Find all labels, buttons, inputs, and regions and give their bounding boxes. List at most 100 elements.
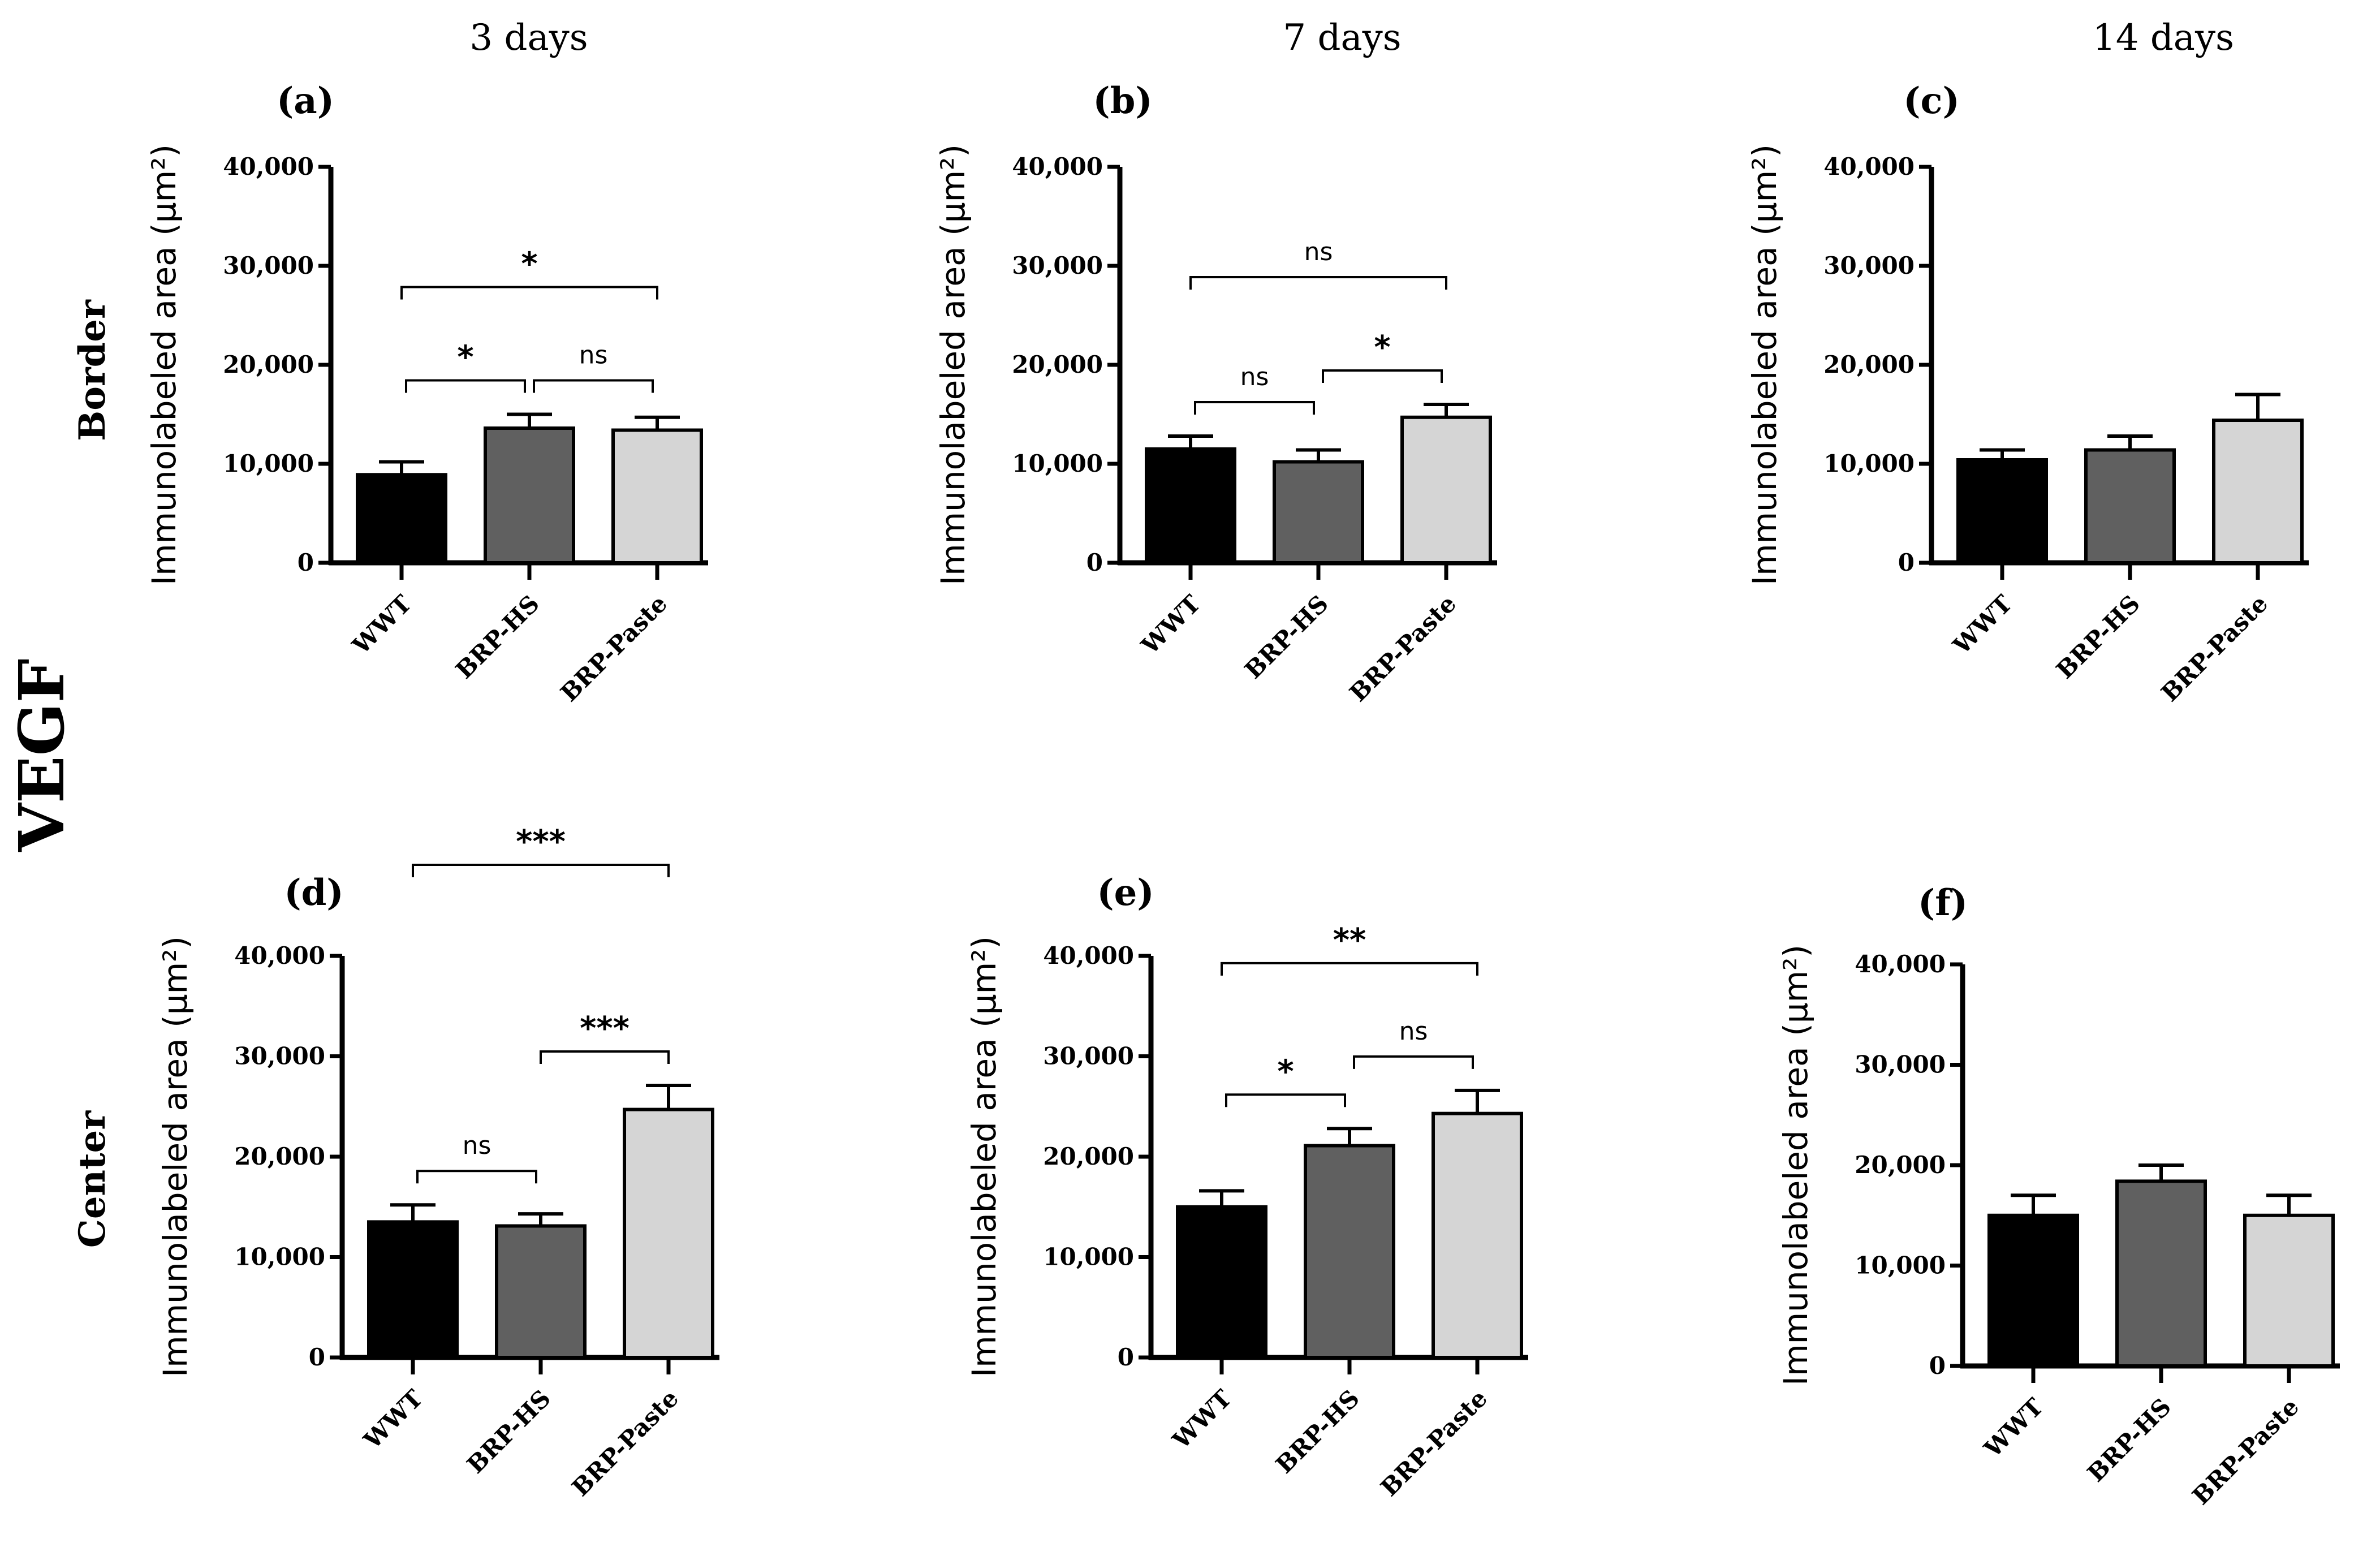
y-tick-label-e-2: 20,000 [1043,1143,1134,1170]
x-tick-label-b-brp-hs: BRP-HS [1239,589,1334,684]
y-tick-label-d-0: 0 [309,1343,325,1371]
y-tick-label-f-1: 10,000 [1855,1252,1946,1279]
bar-f-brp-hs [2115,1179,2207,1368]
significance-bracket-b-0 [1194,401,1315,415]
significance-bracket-d-1 [540,1050,670,1064]
y-tick-label-a-4: 40,000 [223,153,314,180]
x-tick-label-a-wwt: WWT [347,589,417,660]
bar-b-brp-paste [1400,415,1492,564]
bar-e-brp-paste [1432,1111,1523,1360]
bar-a-brp-paste [611,428,703,564]
chart-panel-a: (a) Immunolabeled area (μm²) 0 10,000 20,000… [145,80,708,707]
y-tick-label-f-3: 30,000 [1855,1051,1946,1079]
significance-bracket-e-2 [1221,962,1478,976]
bar-a-brp-hs [484,426,575,564]
significance-bracket-d-0 [416,1170,537,1184]
y-tick-label-e-3: 30,000 [1043,1042,1134,1070]
y-tick-label-c-1: 10,000 [1823,450,1915,477]
x-tick-label-b-brp-paste: BRP-Paste [1344,589,1461,707]
panel-label-a: (a) [277,80,334,122]
significance-bracket-a-2 [400,286,658,300]
bar-b-brp-hs [1273,460,1364,564]
y-tick-label-c-3: 30,000 [1823,252,1915,279]
row-header-border: Border [71,299,114,441]
y-tick-label-d-3: 30,000 [234,1042,325,1070]
y-tick-label-f-2: 20,000 [1855,1151,1946,1179]
y-tick-label-f-4: 40,000 [1855,950,1946,978]
panel-label-f: (f) [1918,882,1968,924]
row-header-center: Center [71,1110,114,1248]
chart-panel-d: (d) Immunolabeled area (μm²) 0 10,000 20,000… [156,824,719,1502]
panel-label-b: (b) [1093,80,1152,122]
x-tick-label-e-wwt: WWT [1167,1384,1237,1454]
y-tick-label-c-0: 0 [1898,549,1915,576]
significance-bracket-a-0 [405,379,526,393]
bar-c-brp-paste [2212,419,2304,564]
bar-b-wwt [1145,447,1236,564]
x-tick-label-f-brp-hs: BRP-HS [2082,1393,2176,1487]
bar-f-brp-paste [2243,1213,2335,1368]
chart-panel-c: (c) Immunolabeled area (μm²) 0 10,000 20,000… [1745,80,2309,707]
panel-label-d: (d) [284,872,343,914]
y-tick-label-a-2: 20,000 [223,351,314,378]
bar-c-wwt [1956,458,2048,564]
x-tick-label-c-brp-hs: BRP-HS [2051,589,2145,684]
significance-label-b-1: * [1374,329,1390,366]
bar-a-wwt [356,473,447,564]
panel-label-e: (e) [1097,872,1154,914]
bar-c-brp-hs [2084,448,2176,564]
significance-label-a-2: * [521,246,537,283]
y-axis-label-b: Immunolabeled area (μm²) [934,144,972,585]
y-tick-label-c-4: 40,000 [1823,153,1915,180]
y-tick-label-b-3: 30,000 [1012,252,1103,279]
x-tick-label-c-wwt: WWT [1947,589,2017,660]
y-axis-label-f: Immunolabeled area (μm²) [1777,945,1815,1386]
y-tick-label-e-4: 40,000 [1043,942,1134,969]
x-tick-label-a-brp-hs: BRP-HS [450,589,545,684]
significance-bracket-b-2 [1189,276,1447,290]
y-tick-label-c-2: 20,000 [1823,351,1915,378]
y-tick-label-f-0: 0 [1929,1352,1946,1380]
significance-label-b-0: ns [1240,363,1269,391]
chart-panel-e: (e) Immunolabeled area (μm²) 0 10,000 20,000… [965,872,1528,1502]
significance-bracket-a-1 [533,379,654,393]
y-axis-label-c: Immunolabeled area (μm²) [1745,144,1784,585]
bar-e-wwt [1176,1205,1267,1359]
y-tick-label-b-1: 10,000 [1012,450,1103,477]
y-axis-label-a: Immunolabeled area (μm²) [145,144,183,585]
significance-bracket-b-1 [1322,369,1443,383]
x-tick-label-c-brp-paste: BRP-Paste [2155,589,2273,707]
y-tick-label-e-0: 0 [1118,1343,1134,1371]
bar-f-wwt [1987,1213,2079,1368]
y-tick-label-d-1: 10,000 [234,1243,325,1271]
significance-bracket-e-1 [1353,1055,1474,1069]
significance-label-e-2: ** [1333,922,1366,959]
x-tick-label-b-wwt: WWT [1136,589,1206,660]
bar-d-brp-hs [495,1224,587,1360]
y-axis-label-d: Immunolabeled area (μm²) [156,936,195,1377]
y-tick-label-a-3: 30,000 [223,252,314,279]
y-tick-label-e-1: 10,000 [1043,1243,1134,1271]
y-tick-label-b-2: 20,000 [1012,351,1103,378]
y-tick-label-b-4: 40,000 [1012,153,1103,180]
y-tick-label-d-4: 40,000 [234,942,325,969]
significance-label-a-0: * [457,339,473,376]
marker-label-vegf: VEGF [5,658,78,852]
panel-label-c: (c) [1903,80,1960,122]
column-header-3-days: 3 days [469,17,588,59]
significance-bracket-d-2 [412,863,670,877]
x-tick-label-d-brp-hs: BRP-HS [462,1384,556,1479]
y-tick-label-d-2: 20,000 [234,1143,325,1170]
significance-label-a-1: ns [579,341,608,370]
bar-d-brp-paste [623,1107,714,1359]
chart-panel-b: (b) Immunolabeled area (μm²) 0 10,000 20,000… [934,80,1497,707]
y-tick-label-b-0: 0 [1086,549,1103,576]
x-tick-label-f-wwt: WWT [1978,1393,2049,1463]
y-tick-label-a-1: 10,000 [223,450,314,477]
bar-e-brp-hs [1304,1144,1395,1359]
y-axis-label-e: Immunolabeled area (μm²) [965,936,1003,1377]
x-tick-label-e-brp-paste: BRP-Paste [1375,1384,1493,1502]
significance-bracket-e-0 [1225,1093,1346,1107]
column-header-7-days: 7 days [1283,17,1401,59]
